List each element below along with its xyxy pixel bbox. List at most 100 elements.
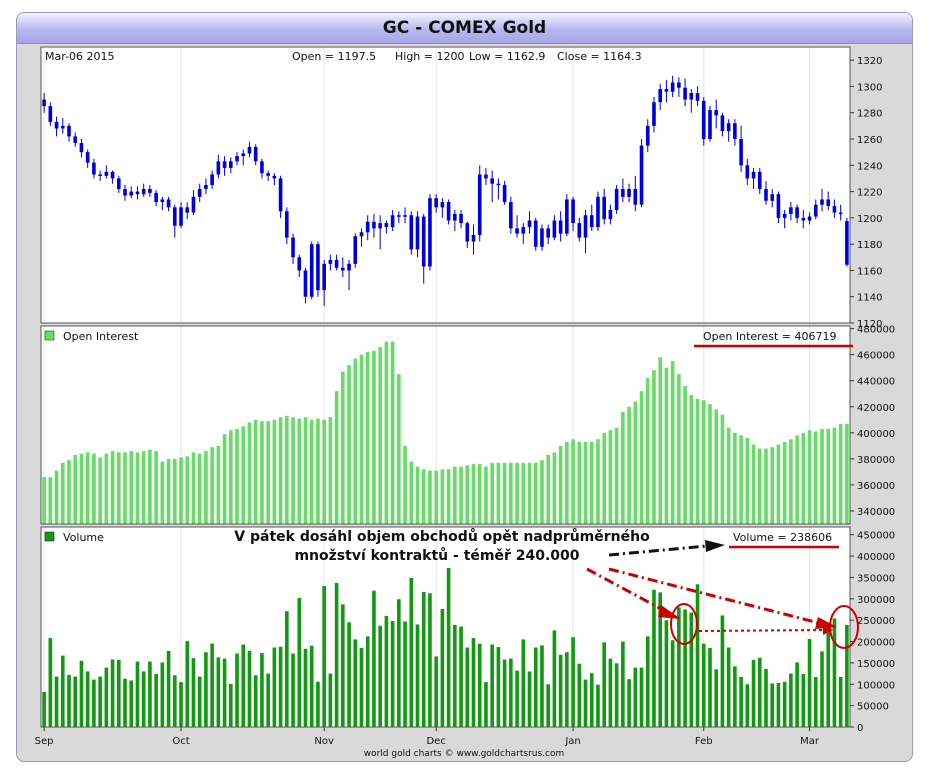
volume-bar xyxy=(521,639,526,727)
x-tick-label: Feb xyxy=(695,736,713,747)
candle-body xyxy=(477,174,482,235)
volume-bar xyxy=(714,669,719,727)
volume-bar xyxy=(465,647,470,727)
candle-body xyxy=(577,223,582,238)
candle-body xyxy=(496,183,501,186)
oi-bar xyxy=(695,398,700,524)
candle-body xyxy=(614,188,619,210)
candle-body xyxy=(54,121,59,129)
price-panel-border xyxy=(40,46,851,324)
oi-bar xyxy=(639,391,644,524)
candle-body xyxy=(813,204,818,217)
oi-bar xyxy=(278,417,283,524)
candle-body xyxy=(627,188,631,197)
volume-bar xyxy=(701,643,706,727)
oi-bar xyxy=(141,451,146,524)
volume-bar xyxy=(589,673,594,727)
candle-body xyxy=(509,202,513,229)
oi-bar xyxy=(166,458,171,524)
volume-bar xyxy=(652,589,656,727)
price-ytick-label: 1280 xyxy=(857,109,882,120)
vol-ytick-label: 0 xyxy=(857,723,863,734)
oi-bar xyxy=(807,430,812,524)
oi-bar xyxy=(527,462,532,524)
candle-body xyxy=(845,221,849,265)
volume-bar xyxy=(502,659,507,727)
oi-bar xyxy=(135,452,140,524)
candle-body xyxy=(341,267,345,271)
volume-bar xyxy=(67,674,71,727)
volume-bar xyxy=(552,630,557,727)
price-ytick-label: 1200 xyxy=(857,214,882,225)
candle-body xyxy=(421,216,426,267)
candle-body xyxy=(179,207,183,226)
oi-bar xyxy=(813,431,818,524)
candle-body xyxy=(695,93,700,101)
oi-bar xyxy=(409,461,414,524)
candle-body xyxy=(459,213,463,224)
candle-body xyxy=(701,100,706,139)
volume-bar xyxy=(527,671,532,727)
oi-bar xyxy=(260,421,264,524)
volume-bar xyxy=(477,643,482,727)
candle-body xyxy=(390,215,395,228)
volume-bar xyxy=(434,656,438,727)
candle-body xyxy=(633,188,638,205)
candle-body xyxy=(826,199,831,207)
candle-body xyxy=(621,188,625,197)
volume-bar xyxy=(210,643,214,727)
volume-bar xyxy=(602,642,606,727)
candle-body xyxy=(533,220,538,247)
oi-bar xyxy=(272,419,277,524)
volume-bar xyxy=(154,674,158,727)
candle-body xyxy=(471,234,476,242)
oi-bar xyxy=(484,466,488,524)
volume-bar xyxy=(228,683,233,727)
candle-body xyxy=(596,196,600,228)
volume-bar xyxy=(191,658,196,727)
annotation-dotted-arrowhead xyxy=(823,625,833,635)
volume-bar xyxy=(515,670,519,727)
price-ytick-label: 1140 xyxy=(857,293,882,304)
oi-bar xyxy=(627,406,631,524)
candle-body xyxy=(639,145,644,205)
candle-body xyxy=(602,196,606,220)
volume-bar xyxy=(776,682,781,727)
volume-bar xyxy=(135,661,140,727)
volume-bar xyxy=(838,677,843,727)
volume-bar xyxy=(347,622,351,727)
price-panel-bg xyxy=(41,47,850,323)
header-open: Open = 1197.5 xyxy=(292,50,376,63)
candle-body xyxy=(546,228,550,238)
oi-bar xyxy=(434,470,438,524)
candle-body xyxy=(260,161,264,174)
candle-body xyxy=(434,198,438,208)
oi-bar xyxy=(440,469,445,524)
oi-ytick-label: 380000 xyxy=(857,455,895,466)
oi-bar xyxy=(502,462,507,524)
vol-legend-swatch xyxy=(44,531,55,542)
candle-body xyxy=(838,212,843,215)
volume-bar xyxy=(670,640,675,727)
oi-ytick-label: 480000 xyxy=(857,325,895,336)
oi-bar xyxy=(701,400,706,524)
oi-bar xyxy=(210,447,214,524)
candle-body xyxy=(334,259,339,268)
volume-bar xyxy=(621,641,625,727)
oi-bar xyxy=(689,395,694,524)
header-high: High = 1200 xyxy=(395,50,465,63)
volume-bar xyxy=(297,597,302,727)
volume-bar xyxy=(596,684,600,727)
oi-bar xyxy=(820,428,824,524)
volume-bar xyxy=(359,647,364,727)
candle-body xyxy=(403,215,407,217)
oi-bar xyxy=(490,462,494,524)
volume-bar xyxy=(826,624,831,727)
oi-bar xyxy=(309,419,314,524)
candle-body xyxy=(652,102,656,126)
vol-ytick-label: 350000 xyxy=(857,573,895,584)
oi-bar xyxy=(446,469,451,524)
oi-bar xyxy=(714,409,719,524)
volume-bar xyxy=(720,615,725,727)
oi-panel-border xyxy=(40,325,851,525)
